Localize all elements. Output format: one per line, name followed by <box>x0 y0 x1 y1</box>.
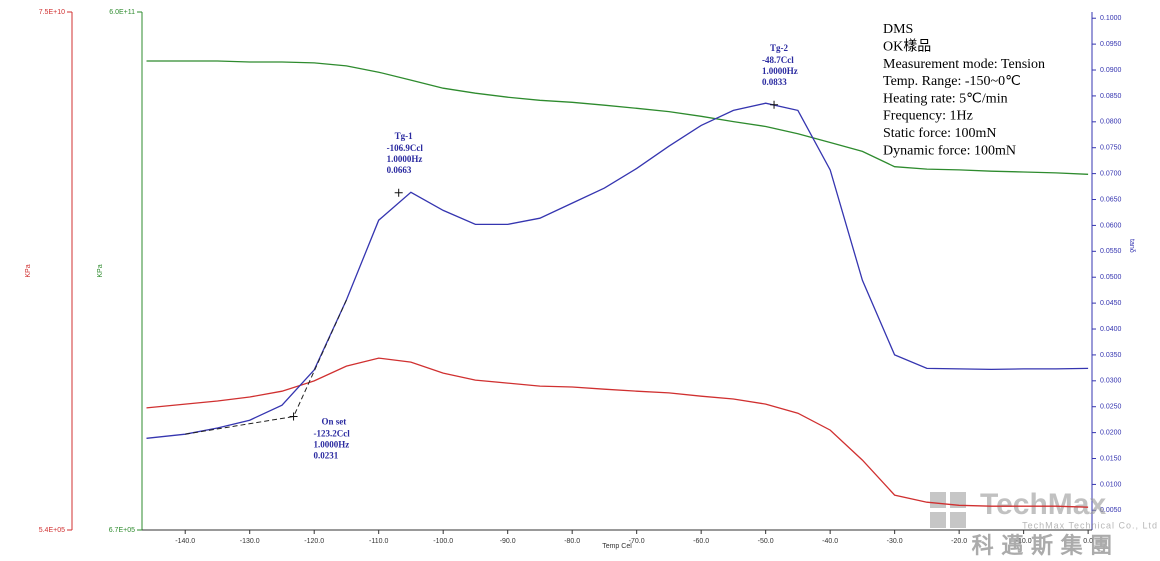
y3-axis-label: KPa <box>25 264 32 277</box>
annotation-value: 0.0833 <box>762 77 787 87</box>
x-tick-label: -130.0 <box>240 538 260 545</box>
annotation-marker <box>394 188 403 197</box>
watermark-logo <box>950 492 966 508</box>
info-line: Dynamic force: 100mN <box>883 143 1016 158</box>
y2-tick-label: 0.0800 <box>1100 119 1122 126</box>
annotation-freq: 1.0000Hz <box>762 66 798 76</box>
x-tick-label: -110.0 <box>369 538 388 545</box>
onset-tangent <box>185 416 294 435</box>
y2-tick-label: 0.0500 <box>1100 274 1122 281</box>
x-tick-label: 0.0 <box>1083 538 1093 545</box>
y2-tick-label: 0.0350 <box>1100 352 1122 359</box>
annotation-marker <box>289 412 298 421</box>
annotation-value: 0.0231 <box>314 451 339 461</box>
annotation-freq: 1.0000Hz <box>314 440 350 450</box>
annotation-label: On set <box>322 417 347 427</box>
watermark <box>930 492 966 528</box>
x-tick-label: -90.0 <box>500 538 516 545</box>
info-line: Temp. Range: -150~0℃ <box>883 74 1021 89</box>
x-tick-label: -120.0 <box>304 538 324 545</box>
y2-tick-label: 0.0150 <box>1100 455 1122 462</box>
y2-tick-label: 0.0950 <box>1100 41 1122 48</box>
annotation-marker <box>770 100 779 109</box>
y2-tick-label: 0.0400 <box>1100 326 1122 333</box>
watermark-chinese: 科 邁 斯 集 團 <box>972 533 1113 559</box>
annotation-temp: -123.2Ccl <box>314 429 351 439</box>
annotation-temp: -106.9Ccl <box>387 143 424 153</box>
annotation-temp: -48.7Ccl <box>762 55 794 65</box>
y2-tick-label: 0.0650 <box>1100 196 1122 203</box>
x-tick-label: -60.0 <box>693 538 709 545</box>
y2-tick-label: 0.0700 <box>1100 170 1122 177</box>
annotation-value: 0.0663 <box>387 165 412 175</box>
watermark-logo <box>930 492 946 508</box>
info-line: Heating rate: 5℃/min <box>883 91 1008 106</box>
series-line <box>146 102 1089 439</box>
info-line: Measurement mode: Tension <box>883 57 1045 72</box>
y2-tick-label: 0.0850 <box>1100 93 1122 100</box>
y2-tick-label: 0.0200 <box>1100 429 1122 436</box>
watermark-brand: TechMax <box>980 488 1106 521</box>
x-tick-label: -30.0 <box>887 538 903 545</box>
y2-tick-label: 0.0050 <box>1100 507 1122 514</box>
info-line: OK樣品 <box>883 38 931 55</box>
y3-tick-label: 7.5E+10 <box>39 9 65 16</box>
x-tick-label: -40.0 <box>822 538 838 545</box>
series-line <box>146 357 1089 508</box>
y2-tick-label: 0.0450 <box>1100 300 1122 307</box>
x-tick-label: -70.0 <box>629 538 645 545</box>
y3-tick-label: 5.4E+05 <box>39 527 65 534</box>
annotation-label: Tg-1 <box>395 131 414 141</box>
info-line: Frequency: 1Hz <box>883 109 973 124</box>
y2-tick-label: 0.1000 <box>1100 15 1122 22</box>
y2-tick-label: 0.0250 <box>1100 404 1122 411</box>
y-axis-label: KPa <box>97 264 104 277</box>
y2-tick-label: 0.0750 <box>1100 145 1122 152</box>
x-tick-label: -50.0 <box>758 538 774 545</box>
watermark-logo <box>950 512 966 528</box>
y-tick-label: 6.7E+05 <box>109 527 135 534</box>
annotation-label: Tg-2 <box>770 43 789 53</box>
x-tick-label: -20.0 <box>951 538 967 545</box>
info-line: Static force: 100mN <box>883 126 997 141</box>
x-tick-label: -10.0 <box>1016 538 1032 545</box>
onset-tangent <box>293 299 347 417</box>
y2-axis-label: tanδ <box>1128 239 1135 253</box>
series-line <box>146 60 1089 175</box>
annotation-freq: 1.0000Hz <box>387 154 423 164</box>
watermark-company: TechMax Technical Co., Ltd <box>1022 520 1158 530</box>
watermark-logo <box>930 512 946 528</box>
y2-tick-label: 0.0300 <box>1100 378 1122 385</box>
y2-tick-label: 0.0100 <box>1100 481 1122 488</box>
x-tick-label: -140.0 <box>175 538 195 545</box>
x-tick-label: -100.0 <box>433 538 453 545</box>
info-line: DMS <box>883 22 913 37</box>
x-axis-label: Temp Cel <box>602 543 632 550</box>
y2-tick-label: 0.0550 <box>1100 248 1122 255</box>
y2-tick-label: 0.0900 <box>1100 67 1122 74</box>
y-tick-label: 6.0E+11 <box>109 9 135 16</box>
x-tick-label: -80.0 <box>564 538 580 545</box>
y2-tick-label: 0.0600 <box>1100 222 1122 229</box>
